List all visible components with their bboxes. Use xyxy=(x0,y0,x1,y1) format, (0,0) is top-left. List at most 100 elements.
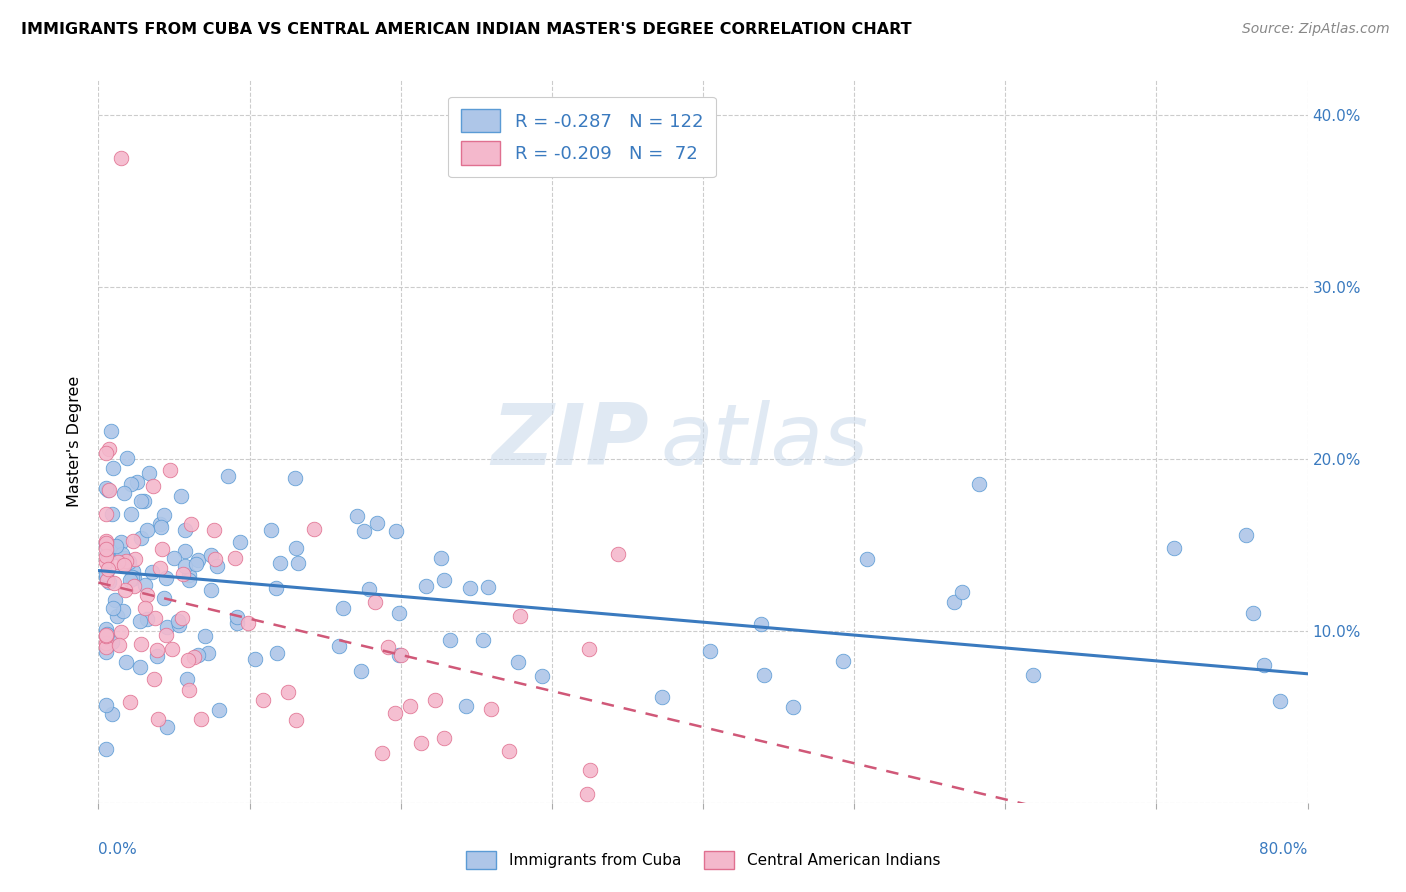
Point xyxy=(96,546,118,560)
Point xyxy=(94,446,117,460)
Point xyxy=(384,706,406,720)
Point xyxy=(120,574,142,588)
Point xyxy=(578,641,600,656)
Point xyxy=(651,690,673,705)
Point xyxy=(134,578,156,592)
Point xyxy=(118,555,141,569)
Point xyxy=(266,646,288,660)
Point xyxy=(284,471,307,485)
Point xyxy=(114,583,136,598)
Point xyxy=(481,702,503,716)
Point xyxy=(146,648,169,663)
Point xyxy=(107,554,129,568)
Point xyxy=(124,571,146,585)
Point xyxy=(433,731,456,745)
Point xyxy=(98,483,121,498)
Point xyxy=(169,618,191,632)
Point xyxy=(782,699,804,714)
Point xyxy=(967,477,990,491)
Point xyxy=(264,581,287,595)
Point xyxy=(110,624,132,639)
Point xyxy=(197,646,219,660)
Point xyxy=(120,507,142,521)
Point xyxy=(170,489,193,503)
Point xyxy=(190,712,212,726)
Point xyxy=(177,573,200,587)
Point xyxy=(141,565,163,579)
Point xyxy=(371,746,394,760)
Point xyxy=(98,574,121,589)
Point xyxy=(166,614,188,628)
Point xyxy=(94,645,117,659)
Point xyxy=(163,551,186,566)
Point xyxy=(96,627,118,641)
Point xyxy=(243,652,266,666)
Point xyxy=(129,532,152,546)
Point xyxy=(122,534,145,549)
Point xyxy=(359,582,381,596)
Point xyxy=(353,524,375,538)
Point xyxy=(187,648,209,662)
Point xyxy=(1241,606,1264,620)
Point xyxy=(97,483,120,498)
Point xyxy=(112,556,135,570)
Point xyxy=(115,554,138,568)
Point xyxy=(101,706,124,721)
Point xyxy=(94,537,117,551)
Point xyxy=(423,693,446,707)
Point xyxy=(110,535,132,549)
Point xyxy=(94,640,117,654)
Point xyxy=(184,558,207,572)
Point xyxy=(146,642,169,657)
Point xyxy=(1022,668,1045,682)
Point xyxy=(399,698,422,713)
Point xyxy=(94,567,117,582)
Point xyxy=(136,523,159,537)
Text: atlas: atlas xyxy=(661,400,869,483)
Point xyxy=(103,545,125,559)
Point xyxy=(284,541,307,555)
Point xyxy=(122,579,145,593)
Point xyxy=(177,683,200,698)
Point xyxy=(226,616,249,631)
Point xyxy=(607,547,630,561)
Point xyxy=(174,523,197,537)
Point xyxy=(94,628,117,642)
Point xyxy=(150,542,173,557)
Point xyxy=(122,564,145,578)
Point xyxy=(415,579,437,593)
Point xyxy=(172,566,194,581)
Point xyxy=(149,517,172,532)
Point xyxy=(226,610,249,624)
Point xyxy=(94,549,117,564)
Point xyxy=(287,556,309,570)
Point xyxy=(142,478,165,492)
Point xyxy=(202,523,225,537)
Point xyxy=(384,524,406,539)
Point xyxy=(498,744,520,758)
Point xyxy=(124,551,146,566)
Point xyxy=(576,787,599,801)
Point xyxy=(699,644,721,658)
Point xyxy=(346,508,368,523)
Point xyxy=(94,555,117,569)
Point xyxy=(409,736,432,750)
Point xyxy=(94,536,117,550)
Point xyxy=(114,551,136,566)
Point xyxy=(153,508,176,522)
Point xyxy=(579,764,602,778)
Point xyxy=(458,581,481,595)
Legend: Immigrants from Cuba, Central American Indians: Immigrants from Cuba, Central American I… xyxy=(460,845,946,875)
Point xyxy=(350,664,373,678)
Point xyxy=(136,588,159,602)
Point xyxy=(117,450,139,465)
Point xyxy=(143,611,166,625)
Point xyxy=(173,559,195,574)
Point xyxy=(100,424,122,438)
Point xyxy=(377,640,399,654)
Point xyxy=(108,638,131,652)
Point xyxy=(94,742,117,756)
Point xyxy=(112,558,135,573)
Point xyxy=(177,568,200,582)
Point xyxy=(111,547,134,561)
